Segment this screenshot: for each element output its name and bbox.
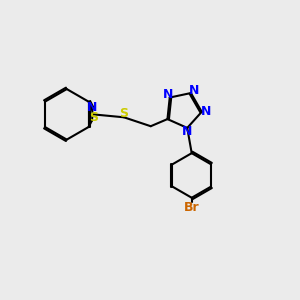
Text: N: N: [189, 84, 199, 97]
Text: S: S: [119, 107, 128, 120]
Text: N: N: [201, 105, 211, 118]
Text: N: N: [86, 101, 97, 114]
Text: S: S: [89, 111, 98, 124]
Text: N: N: [182, 125, 192, 138]
Text: Br: Br: [184, 201, 200, 214]
Text: N: N: [163, 88, 173, 101]
